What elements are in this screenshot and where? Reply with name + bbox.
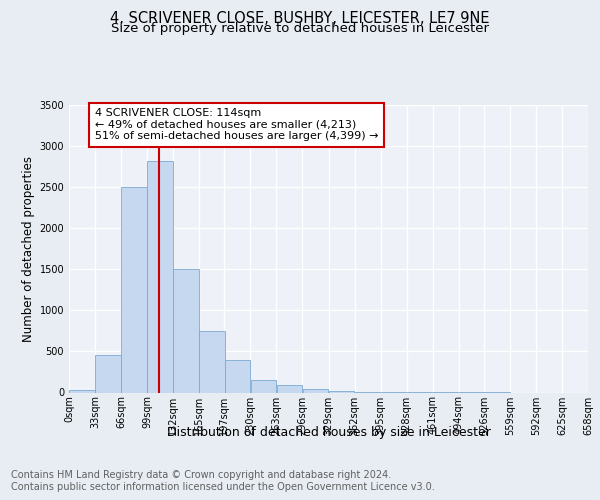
Text: Distribution of detached houses by size in Leicester: Distribution of detached houses by size … xyxy=(167,426,491,439)
Bar xyxy=(95,354,121,393)
Bar xyxy=(277,385,302,392)
Text: Contains public sector information licensed under the Open Government Licence v3: Contains public sector information licen… xyxy=(11,482,434,492)
Text: 4, SCRIVENER CLOSE, BUSHBY, LEICESTER, LE7 9NE: 4, SCRIVENER CLOSE, BUSHBY, LEICESTER, L… xyxy=(110,11,490,26)
Text: 4 SCRIVENER CLOSE: 114sqm
← 49% of detached houses are smaller (4,213)
51% of se: 4 SCRIVENER CLOSE: 114sqm ← 49% of detac… xyxy=(95,108,379,142)
Bar xyxy=(70,390,95,392)
Bar xyxy=(224,360,250,392)
Y-axis label: Number of detached properties: Number of detached properties xyxy=(22,156,35,342)
Bar xyxy=(121,187,147,392)
Bar xyxy=(251,380,276,392)
Text: Size of property relative to detached houses in Leicester: Size of property relative to detached ho… xyxy=(111,22,489,35)
Text: Contains HM Land Registry data © Crown copyright and database right 2024.: Contains HM Land Registry data © Crown c… xyxy=(11,470,391,480)
Bar xyxy=(303,389,328,392)
Bar xyxy=(199,331,225,392)
Bar xyxy=(173,270,199,392)
Bar xyxy=(148,161,173,392)
